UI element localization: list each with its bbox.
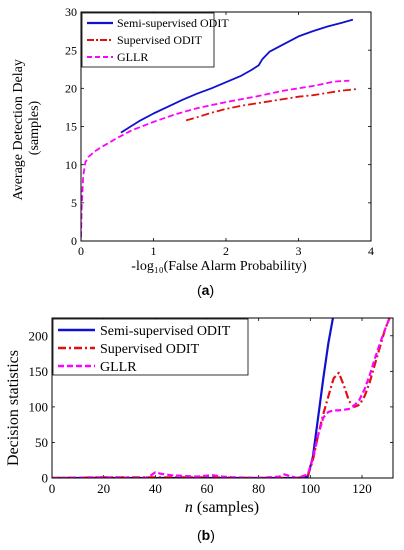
- chart-b-legend-label-semi: Semi-supervised ODIT: [100, 324, 231, 339]
- chart-b-ylabel: Decision statistics: [5, 350, 22, 466]
- chart-b-legend-label-gllr: GLLR: [100, 360, 137, 375]
- chart-b-xtick-label: 40: [149, 481, 162, 496]
- chart-b-xtick-label: 100: [301, 481, 321, 496]
- chart-b-xtick-label: 20: [97, 481, 110, 496]
- chart-b-ytick-label: 200: [29, 328, 49, 343]
- chart-b-xtick-label: 80: [252, 481, 265, 496]
- chart-a-legend-label-gllr: GLLR: [117, 50, 148, 64]
- chart-a-axes-box: [80, 11, 372, 242]
- chart-b-axes-box: [51, 317, 394, 479]
- chart-a-xtick-label: 3: [296, 244, 302, 258]
- chart-b-line-gllr: [52, 318, 391, 478]
- chart-b-legend: Semi-supervised ODIT Supervised ODIT GLL…: [52, 318, 249, 376]
- chart-b-ytick-label: 0: [42, 471, 49, 486]
- chart-b: Decision statistics 0 20 40 60 80 100 120 0 50 10…: [5, 317, 394, 516]
- chart-b-ytick-label: 100: [29, 399, 49, 414]
- chart-a-ytick-label: 30: [65, 5, 77, 19]
- chart-b-xtick-label: 0: [49, 481, 56, 496]
- chart-b-xlabel: n (samples): [185, 499, 259, 516]
- chart-a: Average Detection Delay (samples) 0 1 2 3 4 0…: [11, 5, 374, 274]
- chart-a-ylabel: Average Detection Delay (samples): [11, 56, 42, 201]
- chart-a-legend: Semi-supervised ODIT Supervised ODIT GLL…: [81, 12, 229, 68]
- chart-b-ticks: 0 20 40 60 80 100 120 0 50 100 150 200: [29, 318, 393, 496]
- chart-a-line-semi: [120, 18, 354, 134]
- chart-a-legend-label-supervised: Supervised ODIT: [117, 33, 203, 47]
- chart-a-ytick-label: 0: [71, 234, 77, 248]
- chart-a-xtick-label: 1: [151, 244, 157, 258]
- chart-b-ytick-label: 150: [29, 364, 49, 379]
- chart-a-xtick-label: 2: [223, 244, 229, 258]
- chart-a-ytick-label: 10: [65, 158, 77, 172]
- chart-a-ytick-label: 15: [65, 120, 77, 134]
- chart-a-line-gllr: [81, 79, 350, 238]
- chart-b-xtick-label: 120: [352, 481, 372, 496]
- chart-a-line-supervised: [185, 88, 357, 122]
- chart-a-xtick-label: 4: [368, 244, 374, 258]
- chart-b-legend-label-supervised: Supervised ODIT: [100, 342, 200, 357]
- chart-a-ytick-label: 25: [65, 43, 77, 57]
- chart-a-xlabel: -log₁₀(False Alarm Probability): [131, 259, 307, 274]
- chart-a-ytick-label: 5: [71, 196, 77, 210]
- caption-b: (b): [197, 527, 215, 543]
- chart-b-line-supervised: [52, 318, 391, 478]
- chart-a-legend-label-semi: Semi-supervised ODIT: [117, 16, 229, 30]
- chart-a-xtick-label: 0: [78, 244, 84, 258]
- chart-a-lines: [81, 18, 357, 238]
- chart-a-ytick-label: 20: [65, 82, 77, 96]
- caption-a: (a): [197, 282, 215, 298]
- chart-b-ytick-label: 50: [35, 435, 48, 450]
- chart-b-xtick-label: 60: [201, 481, 214, 496]
